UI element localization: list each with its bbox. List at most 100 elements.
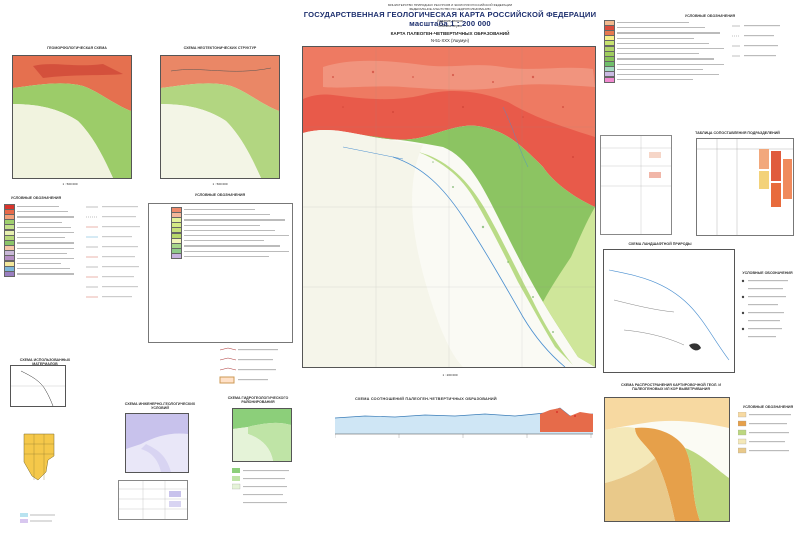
legend-text-line — [17, 226, 71, 228]
bottom-right-title: СХЕМА РАСПРОСТРАНЕНИЯ КАРТИРОВОЧНОЙ ГЕОЛ… — [621, 383, 721, 391]
main-map-sheet: N-51-XXX (Ушумун) — [430, 38, 469, 43]
grid-index-map[interactable] — [20, 432, 58, 482]
landscape-legend — [740, 278, 796, 358]
right-legend-row — [604, 76, 724, 83]
correlation-table — [696, 138, 794, 236]
legend-text-line — [617, 63, 724, 65]
legend-text-line — [17, 257, 74, 260]
center-legend-title: УСЛОВНЫЕ ОБОЗНАЧЕНИЯ — [194, 193, 246, 197]
left-legend-title: УСЛОВНЫЕ ОБОЗНАЧЕНИЯ — [10, 196, 62, 200]
left-top-scale-2: 1 : 500 000 — [212, 182, 228, 186]
geomorph-drawing — [13, 56, 131, 178]
geomorph-map[interactable] — [12, 55, 132, 179]
legend-text-line — [617, 42, 710, 44]
strat-table — [600, 135, 672, 235]
usage-drawing — [11, 366, 65, 407]
center-symbols — [170, 345, 295, 395]
neotect-title: СХЕМА НЕОТЕКТОНИЧЕСКИХ СТРУКТУР — [183, 46, 257, 50]
ingeo-title: СХЕМА ИНЖЕНЕРНО-ГЕОЛОГИЧЕСКИХ УСЛОВИЙ — [124, 402, 196, 410]
right-legend-title: УСЛОВНЫЕ ОБОЗНАЧЕНИЯ — [684, 14, 736, 18]
left-legend-symbols-drawing — [86, 206, 140, 298]
correlation-title: ТАБЛИЦА СОПОСТАВЛЕНИЯ ПОДРАЗДЕЛЕНИЙ — [695, 131, 780, 135]
center-symbols-drawing — [219, 347, 278, 384]
legend-text-line — [17, 211, 69, 213]
legend-text-line — [17, 237, 65, 239]
main-map[interactable] — [302, 46, 596, 368]
center-legend-rows — [149, 204, 292, 260]
main-map-title: КАРТА ПАЛЕОГЕН-ЧЕТВЕРТИЧНЫХ ОБРАЗОВАНИЙ — [390, 31, 510, 36]
legend-text-line — [617, 53, 699, 55]
neotect-drawing — [161, 56, 279, 178]
neotect-map[interactable] — [160, 55, 280, 179]
legend-swatch — [4, 271, 15, 278]
legend-text-line — [617, 37, 694, 39]
legend-text-line — [184, 224, 260, 226]
legend-text-line — [617, 32, 721, 34]
legend-text-line — [17, 231, 74, 234]
hydro-legend-drawing — [231, 468, 289, 504]
correlation-drawing — [697, 139, 793, 235]
hydro-legend — [231, 468, 294, 523]
legend-text-line — [17, 252, 68, 254]
legend-text-line — [17, 247, 74, 249]
main-map-scale: 1 : 200 000 — [442, 373, 458, 377]
bottom-right-drawing — [605, 398, 729, 521]
legend-swatch — [171, 253, 182, 260]
bottom-right-map[interactable] — [604, 397, 730, 522]
legend-text-line — [184, 240, 265, 242]
legend-text-line — [17, 273, 74, 275]
landscape-map[interactable] — [603, 249, 735, 373]
grid-index-legend — [20, 512, 60, 524]
legend-text-line — [617, 27, 705, 29]
legend-swatch — [604, 76, 615, 83]
legend-text-line — [617, 22, 689, 24]
right-legend — [604, 19, 724, 83]
bottom-right-legend-drawing — [737, 411, 791, 454]
legend-text-line — [184, 255, 269, 257]
usage-map[interactable] — [10, 365, 66, 407]
legend-text-line — [184, 209, 255, 211]
strat-table-drawing — [601, 136, 671, 234]
ingeo-table — [118, 480, 188, 520]
landscape-title: СХЕМА ЛАНДШАФТНОЙ ПРИРОДЫ — [628, 242, 692, 246]
legend-text-line — [17, 216, 74, 218]
bottom-right-legend-title: УСЛОВНЫЕ ОБОЗНАЧЕНИЯ — [742, 405, 794, 409]
legend-text-line — [184, 229, 275, 231]
grid-index-legend-drawing — [20, 513, 55, 523]
legend-text-line — [184, 250, 289, 252]
hydro-map[interactable] — [232, 408, 292, 462]
legend-text-line — [17, 242, 74, 244]
legend-text-line — [17, 263, 62, 265]
geomorph-title: ГЕОМОРФОЛОГИЧЕСКАЯ СХЕМА — [47, 46, 107, 50]
grid-index-drawing — [23, 433, 55, 481]
center-legend-row — [171, 253, 289, 260]
ingeo-map[interactable] — [125, 413, 189, 473]
usage-title: СХЕМА ИСПОЛЬЗОВАННЫХ МАТЕРИАЛОВ — [19, 358, 71, 366]
center-legend-table — [148, 203, 293, 343]
hydro-title: СХЕМА ГИДРОГЕОЛОГИЧЕСКОГО РАЙОНИРОВАНИЯ — [227, 396, 289, 404]
legend-text-line — [184, 245, 280, 247]
legend-text-line — [617, 47, 724, 50]
legend-text-line — [184, 214, 271, 216]
legend-text-line — [617, 73, 719, 76]
legend-text-line — [184, 219, 286, 221]
right-legend-symbols-drawing — [732, 25, 780, 57]
legend-text-line — [184, 234, 289, 237]
profile-title: СХЕМА СООТНОШЕНИЙ ПАЛЕОГЕН-ЧЕТВЕРТИЧНЫХ … — [355, 397, 497, 401]
legend-text-line — [617, 79, 693, 81]
legend-text-line — [617, 58, 715, 60]
right-legend-symbols — [730, 20, 790, 120]
main-map-drawing — [303, 47, 595, 368]
left-top-scale-1: 1 : 500 000 — [62, 182, 78, 186]
landscape-legend-drawing — [741, 279, 788, 338]
ministry-header: МИНИСТЕРСТВО ПРИРОДНЫХ РЕСУРСОВ И ЭКОЛОГ… — [330, 3, 570, 11]
landscape-legend-title: УСЛОВНЫЕ ОБОЗНАЧЕНИЯ — [742, 271, 793, 275]
legend-text-line — [17, 206, 59, 208]
landscape-drawing — [604, 250, 734, 372]
hydro-drawing — [233, 409, 291, 461]
ingeo-table-drawing — [119, 481, 187, 519]
left-legend-symbols — [84, 202, 144, 342]
legend-text-line — [17, 268, 71, 270]
legend-text-line — [617, 68, 704, 70]
edition-label: Издание второе — [437, 19, 463, 23]
